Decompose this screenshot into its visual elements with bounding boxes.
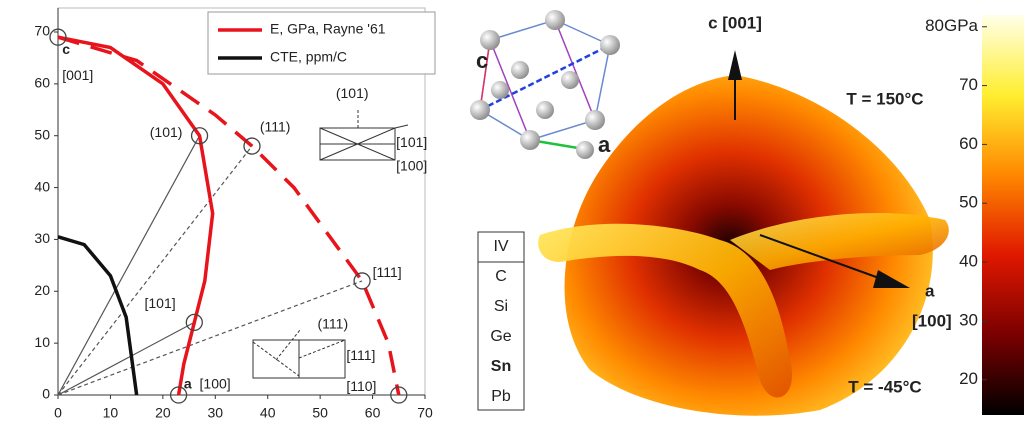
annotation: [101] [145,295,176,311]
table-cell: C [495,268,507,285]
table-cell: Si [494,298,508,315]
figure: 0 10 20 30 40 50 60 70 0 10 20 30 40 50 60 70 c [001] (101… [0,0,1035,430]
annotation: [100] [200,375,231,391]
direction-ray [58,136,200,395]
colorbar-tick-label: 20 [959,369,978,388]
colorbar [982,15,1024,415]
series-line [58,37,213,395]
y-tick-label: 0 [42,386,50,402]
colorbar-tick-label: 70 [959,75,978,94]
crystal-axis: a [598,132,611,157]
annotation: (111) [260,119,291,135]
legend-label: E, GPa, Rayne '61 [270,21,386,37]
annotation: [101] [396,134,427,150]
x-tick-label: 10 [103,405,119,421]
axis-label: [100] [912,311,952,330]
table-cell: Ge [490,328,511,345]
annotation: (101) [150,124,183,140]
x-tick-label: 70 [417,405,433,421]
annotation: a [184,375,192,391]
annotation: (111) [318,316,349,332]
colorbar-tick-label: 50 [959,193,978,212]
legend-label: CTE, ppm/C [270,49,347,65]
table-frame [478,232,524,410]
temperature-label: T = 150°C [846,89,923,108]
y-tick-label: 70 [34,23,50,39]
annotation: [100] [396,158,427,174]
colorbar-tick-label: 60 [959,134,978,153]
y-tick-label: 10 [34,334,50,350]
x-tick-label: 30 [207,405,223,421]
annotation: [001] [62,67,93,83]
x-tick-label: 60 [365,405,381,421]
y-tick-label: 30 [34,230,50,246]
y-tick-label: 20 [34,282,50,298]
table-cell: IV [493,238,508,255]
series-line [58,237,137,395]
x-tick-label: 50 [312,405,328,421]
y-tick-label: 40 [34,178,50,194]
colorbar-tick-label: 80GPa [925,16,978,35]
table-cell: Pb [491,388,511,405]
table-cell: Sn [491,358,511,375]
axis-label: a [925,281,935,300]
annotation: [111] [373,264,402,280]
colorbar-tick-label: 40 [959,252,978,271]
annotation: [110] [346,378,376,394]
axis-label: c [001] [708,13,762,32]
y-tick-label: 60 [34,75,50,91]
annotation: [111] [346,347,375,363]
annotation: c [62,41,70,57]
x-tick-label: 0 [54,405,62,421]
direction-ray [58,146,252,395]
colorbar-tick-label: 30 [959,310,978,329]
x-tick-label: 40 [260,405,276,421]
temperature-label: T = -45°C [848,377,921,396]
annotation: (101) [336,85,369,101]
y-tick-label: 50 [34,126,50,142]
x-tick-label: 20 [155,405,171,421]
crystal-axis: c [476,48,488,73]
